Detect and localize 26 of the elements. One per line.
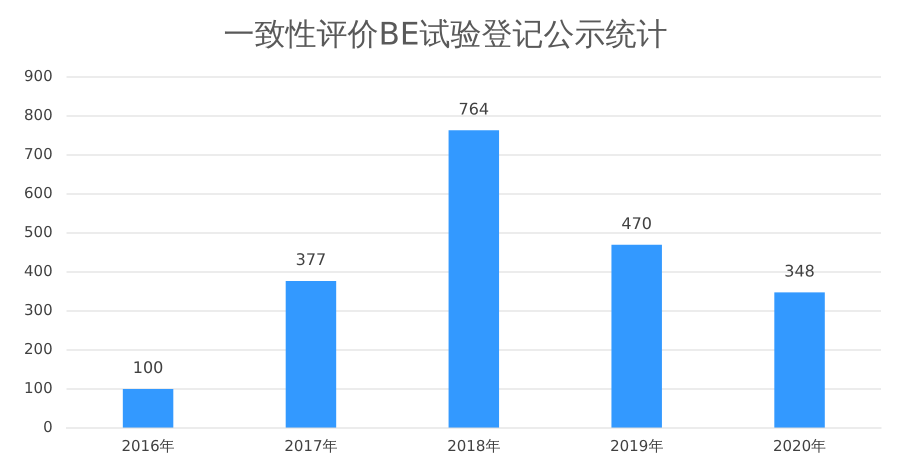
y-tick-label: 700 (24, 145, 53, 164)
y-tick-label: 800 (24, 106, 53, 124)
data-label: 348 (784, 262, 815, 281)
y-tick-label: 900 (24, 67, 53, 86)
y-tick-label: 300 (24, 300, 53, 319)
x-tick-label: 2019年 (610, 436, 664, 455)
data-label: 764 (458, 99, 490, 118)
data-label: 470 (621, 214, 652, 233)
y-tick-label: 500 (24, 223, 53, 241)
bar (286, 281, 336, 428)
bar (448, 130, 500, 428)
bar (122, 389, 174, 428)
x-tick-label: 2018年 (447, 436, 500, 455)
chart-title: 一致性评价BE试验登记公示统计 (224, 16, 668, 53)
x-tick-label: 2020年 (772, 436, 826, 455)
bar (774, 292, 825, 428)
data-label: 377 (296, 250, 326, 270)
y-tick-label: 400 (24, 262, 53, 280)
x-tick-label: 2016年 (121, 436, 175, 455)
x-tick-label: 2017年 (284, 436, 338, 455)
data-label: 100 (132, 358, 164, 378)
y-tick-label: 600 (24, 184, 53, 202)
bar (611, 244, 662, 428)
y-tick-label: 100 (24, 378, 53, 397)
y-tick-label: 0 (43, 418, 53, 436)
y-tick-label: 200 (24, 340, 53, 358)
